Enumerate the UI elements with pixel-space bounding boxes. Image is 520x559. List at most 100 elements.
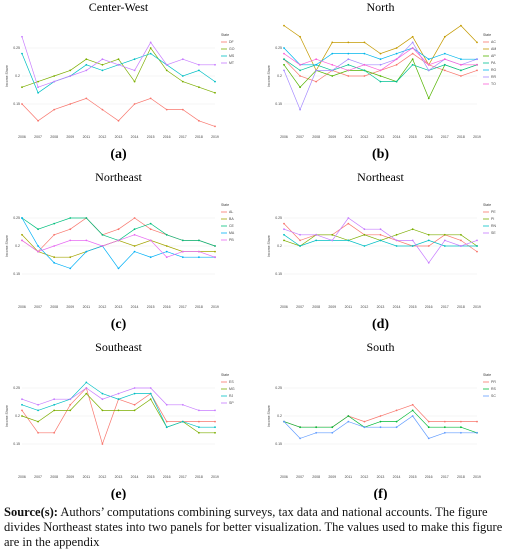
y-tick-label: 0.15 bbox=[13, 442, 20, 446]
data-point bbox=[85, 97, 88, 100]
data-point bbox=[21, 217, 23, 219]
data-point bbox=[363, 69, 366, 72]
data-point bbox=[331, 426, 334, 429]
data-point bbox=[198, 250, 200, 253]
legend-title: State bbox=[483, 203, 491, 207]
data-point bbox=[69, 239, 72, 242]
data-point bbox=[443, 35, 446, 38]
x-tick-label: 2007 bbox=[296, 135, 304, 139]
data-point bbox=[411, 35, 414, 38]
chart-title: Center-West bbox=[89, 0, 149, 14]
x-tick-label: 2016 bbox=[163, 475, 171, 479]
legend-label: PA bbox=[491, 61, 496, 65]
data-point bbox=[149, 392, 152, 395]
data-point bbox=[117, 392, 120, 395]
data-point bbox=[315, 233, 318, 236]
data-point bbox=[149, 222, 152, 225]
legend-label: PR bbox=[491, 380, 496, 384]
panel-label: (d) bbox=[372, 317, 389, 332]
data-point bbox=[315, 80, 318, 83]
legend-label: SC bbox=[491, 394, 496, 398]
data-point bbox=[21, 35, 23, 38]
data-point bbox=[476, 420, 478, 423]
x-tick-label: 2016 bbox=[425, 305, 433, 309]
data-point bbox=[133, 69, 136, 72]
data-point bbox=[85, 217, 88, 219]
data-point bbox=[379, 415, 382, 417]
x-tick-label: 2012 bbox=[361, 305, 369, 309]
x-tick-label: 2014 bbox=[131, 135, 139, 139]
legend-title: State bbox=[483, 33, 491, 37]
x-tick-label: 2013 bbox=[115, 305, 123, 309]
legend-label: AM bbox=[491, 47, 496, 51]
data-point bbox=[283, 58, 285, 61]
data-point bbox=[101, 108, 104, 111]
data-point bbox=[149, 239, 152, 242]
data-point bbox=[198, 420, 200, 423]
data-point bbox=[347, 41, 350, 44]
data-point bbox=[443, 420, 446, 423]
data-point bbox=[476, 250, 478, 253]
x-tick-label: 2016 bbox=[425, 135, 433, 139]
x-tick-label: 2019 bbox=[211, 135, 219, 139]
data-point bbox=[347, 52, 350, 55]
data-point bbox=[283, 233, 285, 236]
data-point bbox=[347, 239, 350, 242]
data-point bbox=[395, 58, 398, 61]
data-point bbox=[165, 256, 168, 259]
data-point bbox=[214, 63, 216, 66]
data-point bbox=[363, 426, 366, 429]
data-point bbox=[331, 239, 334, 242]
data-point bbox=[198, 409, 200, 412]
x-tick-label: 2017 bbox=[179, 305, 187, 309]
y-tick-label: 0.15 bbox=[13, 272, 20, 276]
data-point bbox=[443, 52, 446, 55]
x-tick-label: 2018 bbox=[457, 305, 465, 309]
data-point bbox=[101, 58, 104, 61]
data-point bbox=[283, 222, 285, 225]
data-point bbox=[133, 387, 136, 389]
data-point bbox=[427, 245, 430, 247]
data-point bbox=[21, 403, 23, 406]
x-tick-label: 2016 bbox=[163, 305, 171, 309]
data-point bbox=[299, 426, 301, 429]
data-point bbox=[347, 75, 350, 77]
x-tick-label: 2017 bbox=[441, 135, 449, 139]
data-point bbox=[101, 233, 104, 236]
x-tick-label: 2006 bbox=[18, 475, 26, 479]
data-point bbox=[379, 233, 382, 236]
data-point bbox=[427, 437, 430, 440]
data-point bbox=[427, 69, 430, 72]
data-point bbox=[101, 245, 104, 247]
data-point bbox=[427, 420, 430, 423]
y-tick-label: 0.2 bbox=[277, 244, 282, 248]
x-tick-label: 2015 bbox=[409, 305, 417, 309]
data-point bbox=[379, 75, 382, 77]
data-point bbox=[21, 103, 23, 105]
data-point bbox=[117, 239, 120, 242]
data-point bbox=[37, 119, 39, 122]
x-tick-label: 2018 bbox=[195, 305, 203, 309]
data-point bbox=[460, 420, 462, 423]
x-tick-label: 2014 bbox=[393, 305, 401, 309]
data-point bbox=[149, 387, 152, 389]
data-point bbox=[411, 239, 414, 242]
data-point bbox=[214, 409, 216, 412]
data-point bbox=[85, 250, 88, 253]
data-point bbox=[476, 239, 478, 242]
data-point bbox=[363, 233, 366, 236]
data-point bbox=[443, 239, 446, 242]
data-point bbox=[363, 228, 366, 231]
data-point bbox=[347, 415, 350, 417]
data-point bbox=[476, 63, 478, 66]
data-point bbox=[395, 420, 398, 423]
data-point bbox=[133, 103, 136, 105]
data-point bbox=[460, 233, 462, 236]
data-point bbox=[411, 58, 414, 61]
data-point bbox=[133, 250, 136, 253]
x-tick-label: 2016 bbox=[163, 135, 171, 139]
data-point bbox=[214, 426, 216, 429]
data-point bbox=[395, 233, 398, 236]
data-point bbox=[283, 63, 285, 66]
data-point bbox=[165, 403, 168, 406]
